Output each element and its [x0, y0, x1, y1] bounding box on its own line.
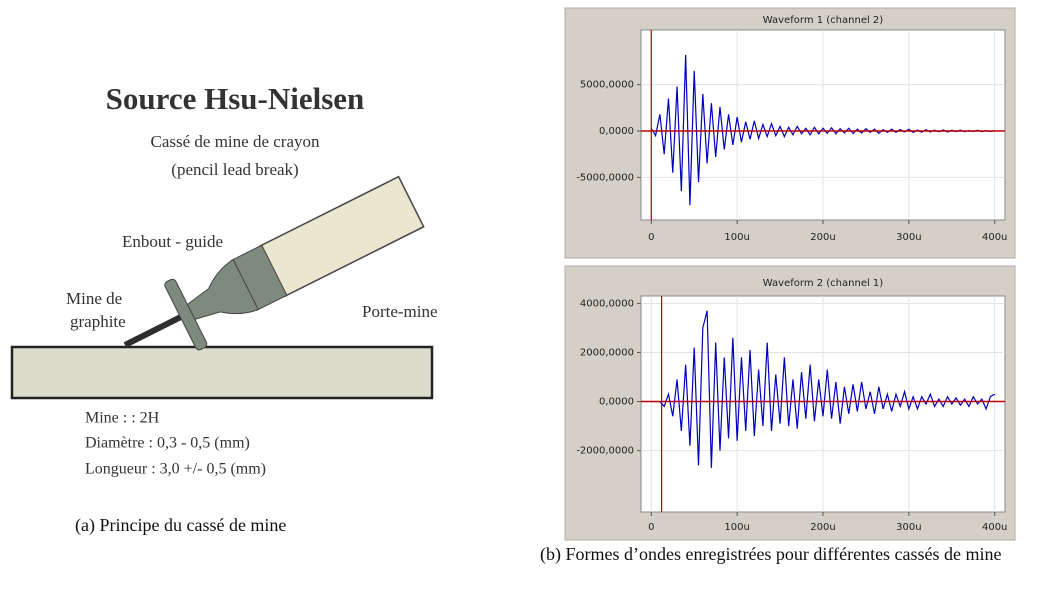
- x-tick-label: 400u: [982, 232, 1007, 243]
- y-tick-label: 5000,0000: [580, 80, 634, 91]
- x-tick-label: 100u: [724, 232, 749, 243]
- x-tick-label: 200u: [810, 232, 835, 243]
- label: graphite: [70, 312, 126, 331]
- x-tick-label: 300u: [896, 232, 921, 243]
- guide-flange: [164, 278, 208, 351]
- chart-title: Waveform 2 (channel 1): [763, 278, 883, 289]
- x-tick-label: 400u: [982, 522, 1007, 533]
- caption: (a) Principe du cassé de mine: [75, 515, 286, 536]
- label: Mine de: [66, 289, 122, 308]
- y-tick-label: -2000,0000: [576, 446, 634, 457]
- specimen-block: [10, 345, 434, 400]
- label: Enbout - guide: [122, 232, 223, 251]
- spec: Longueur : 3,0 +/- 0,5 (mm): [85, 461, 266, 478]
- y-tick-label: 4000,0000: [580, 298, 634, 309]
- x-tick-label: 300u: [896, 522, 921, 533]
- x-tick-label: 100u: [724, 522, 749, 533]
- diagram-subtitle: Cassé de mine de crayon: [151, 132, 320, 151]
- y-tick-label: 0,0000: [599, 126, 634, 137]
- pencil: [123, 175, 425, 351]
- diagram-subtitle: (pencil lead break): [171, 160, 298, 179]
- y-tick-label: -5000,0000: [576, 172, 634, 183]
- diagram-title: Source Hsu-Nielsen: [106, 81, 365, 116]
- guide-cone: [185, 258, 259, 321]
- y-tick-label: 0,0000: [599, 397, 634, 408]
- x-tick-label: 0: [648, 522, 654, 533]
- x-tick-label: 200u: [810, 522, 835, 533]
- y-tick-label: 2000,0000: [580, 347, 634, 358]
- lead: [123, 314, 182, 348]
- spec: Mine : : 2H: [85, 410, 160, 427]
- label: Porte-mine: [362, 302, 438, 321]
- x-tick-label: 0: [648, 232, 654, 243]
- holder-body: [258, 175, 425, 298]
- spec: Diamètre : 0,3 - 0,5 (mm): [85, 435, 250, 452]
- caption: (b) Formes d’ondes enregistrées pour dif…: [540, 544, 1002, 564]
- chart-title: Waveform 1 (channel 2): [763, 15, 883, 26]
